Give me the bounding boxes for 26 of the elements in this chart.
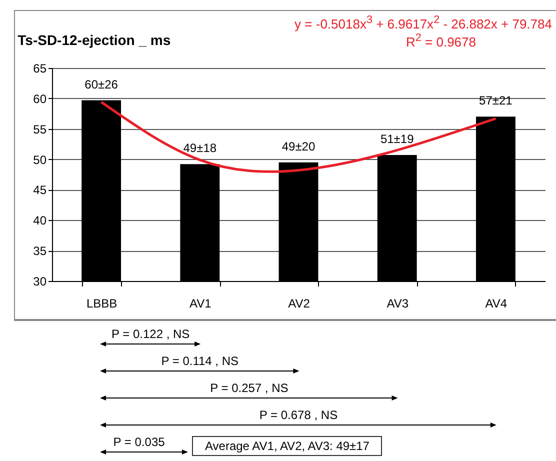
text: P = 0.035 [113, 435, 165, 449]
x-tick-label: AV3 [386, 296, 409, 310]
y-tick-label: 65 [33, 62, 47, 76]
x-tick-label: AV2 [288, 296, 310, 310]
data-label: 49±18 [183, 141, 217, 156]
chart-title: Ts-SD-12-ejection _ ms [18, 32, 171, 48]
text: P = 0.114 , NS [160, 354, 240, 368]
y-tick-label: 30 [33, 274, 47, 288]
data-label: 60±26 [84, 77, 118, 92]
y-tick-label: 50 [33, 152, 47, 167]
x-tick-label: LBBB [86, 296, 118, 310]
text: y = -0.5018x$^{3}$ + 6.9617x$^{2}$ - 26.882x + 79.784 [294, 14, 552, 32]
text: P = 0.678 , NS [258, 408, 339, 422]
data-label: 49±20 [282, 139, 316, 154]
text: P = 0.122 , NS [110, 327, 191, 341]
y-tick-label: 40 [33, 214, 47, 228]
text: Average AV1, AV2, AV3: 49±17 [192, 436, 382, 456]
y-tick-label: 55 [33, 122, 47, 136]
data-label: 51±19 [380, 132, 414, 146]
y-tick-label: 45 [33, 183, 47, 198]
text: P = 0.257 , NS [209, 381, 290, 395]
x-tick-label: AV1 [190, 296, 212, 310]
y-tick-label: 60 [33, 92, 47, 106]
text: R$^{2}$ = 0.9678 [405, 32, 477, 50]
x-tick-label: AV4 [485, 296, 508, 310]
y-tick-label: 35 [33, 244, 47, 258]
